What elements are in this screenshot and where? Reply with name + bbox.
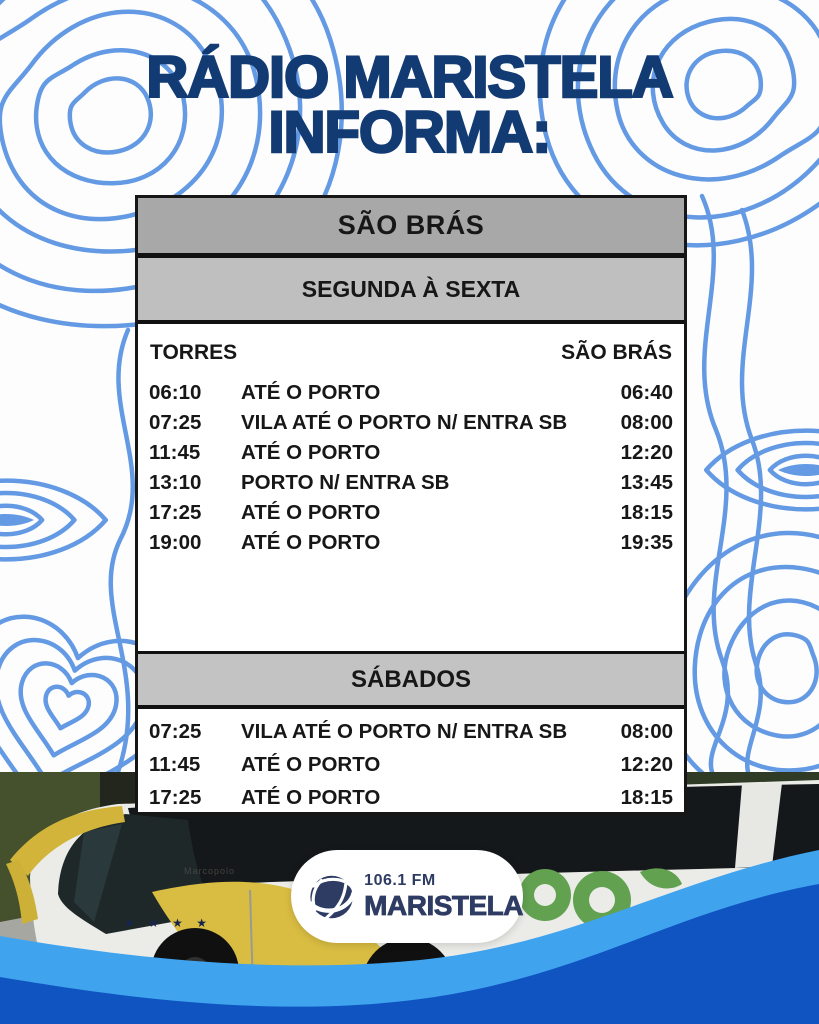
contour-eye-left (0, 481, 106, 560)
departure-time: 07:25 (149, 719, 202, 743)
schedule-row: 07:25 VILA ATÉ O PORTO N/ ENTRA SB 08:00 (149, 408, 673, 438)
arrival-time: 18:15 (620, 785, 673, 809)
schedule-row: 19:00 ATÉ O PORTO 19:35 (149, 528, 673, 558)
schedule-row: 06:10 ATÉ O PORTO 06:40 (149, 378, 673, 408)
radio-logo-text: 106.1 FM MARISTELA (364, 872, 524, 921)
bus-brand-text: Marcopolo (184, 866, 236, 876)
route-description: VILA ATÉ O PORTO N/ ENTRA SB (241, 411, 568, 434)
schedule-row: 17:25 ATÉ O PORTO 18:15 (149, 781, 673, 812)
departure-time: 13:10 (149, 471, 202, 494)
arrival-time: 19:35 (620, 531, 673, 554)
radio-name: MARISTELA (364, 890, 524, 921)
schedule-row: 11:45 ATÉ O PORTO 12:20 (149, 748, 673, 781)
departure-time: 06:10 (149, 381, 202, 404)
arrival-time: 06:40 (620, 381, 673, 404)
schedule-row: 13:10 PORTO N/ ENTRA SB 13:45 (149, 468, 673, 498)
weekday-schedule-section: TORRES SÃO BRÁS 06:10 ATÉ O PORTO 06:40 … (138, 324, 684, 651)
column-headers: TORRES SÃO BRÁS (149, 336, 673, 370)
section-label-saturdays: SÁBADOS (138, 651, 684, 709)
departure-time: 17:25 (149, 785, 202, 809)
wave-dark-blue (0, 884, 819, 1024)
departure-time: 17:25 (149, 501, 202, 524)
column-header-destination: SÃO BRÁS (561, 341, 672, 364)
route-description: PORTO N/ ENTRA SB (241, 471, 450, 494)
arrival-time: 12:20 (620, 752, 673, 776)
route-description: ATÉ O PORTO (241, 752, 381, 776)
route-description: VILA ATÉ O PORTO N/ ENTRA SB (241, 719, 568, 743)
page-title-line2: INFORMA: (267, 100, 552, 165)
arrival-time: 12:20 (620, 441, 673, 464)
table-destination-header: SÃO BRÁS (138, 198, 684, 258)
bus-stars-decoration: ★ ★ ★ ★ (124, 916, 213, 930)
schedule-row: 11:45 ATÉ O PORTO 12:20 (149, 438, 673, 468)
page-title-line1: RÁDIO MARISTELA (145, 45, 675, 110)
radio-frequency: 106.1 FM (364, 872, 436, 889)
schedule-row: 17:25 ATÉ O PORTO 18:15 (149, 498, 673, 528)
section-label-weekdays: SEGUNDA À SEXTA (138, 258, 684, 324)
schedule-table: SÃO BRÁS SEGUNDA À SEXTA TORRES SÃO BRÁS… (135, 195, 687, 815)
route-description: ATÉ O PORTO (241, 785, 381, 809)
route-description: ATÉ O PORTO (241, 501, 381, 524)
route-description: ATÉ O PORTO (241, 441, 381, 464)
page-title: RÁDIO MARISTELA INFORMA: (0, 45, 819, 165)
saturday-schedule-section: 07:25 VILA ATÉ O PORTO N/ ENTRA SB 08:00… (138, 709, 684, 812)
arrival-time: 18:15 (620, 501, 673, 524)
departure-time: 11:45 (149, 752, 201, 776)
route-description: ATÉ O PORTO (241, 531, 381, 554)
departure-time: 07:25 (149, 411, 202, 434)
arrival-time: 08:00 (620, 411, 673, 434)
globe-icon (308, 875, 356, 919)
arrival-time: 13:45 (620, 471, 673, 494)
schedule-row: 07:25 VILA ATÉ O PORTO N/ ENTRA SB 08:00 (149, 715, 673, 748)
departure-time: 11:45 (149, 441, 201, 464)
radio-logo-pill: 106.1 FM MARISTELA (291, 850, 524, 943)
route-description: ATÉ O PORTO (241, 381, 381, 404)
contour-eye-right (706, 431, 819, 510)
column-header-origin: TORRES (150, 341, 238, 364)
arrival-time: 08:00 (620, 719, 673, 743)
departure-time: 19:00 (149, 531, 202, 554)
